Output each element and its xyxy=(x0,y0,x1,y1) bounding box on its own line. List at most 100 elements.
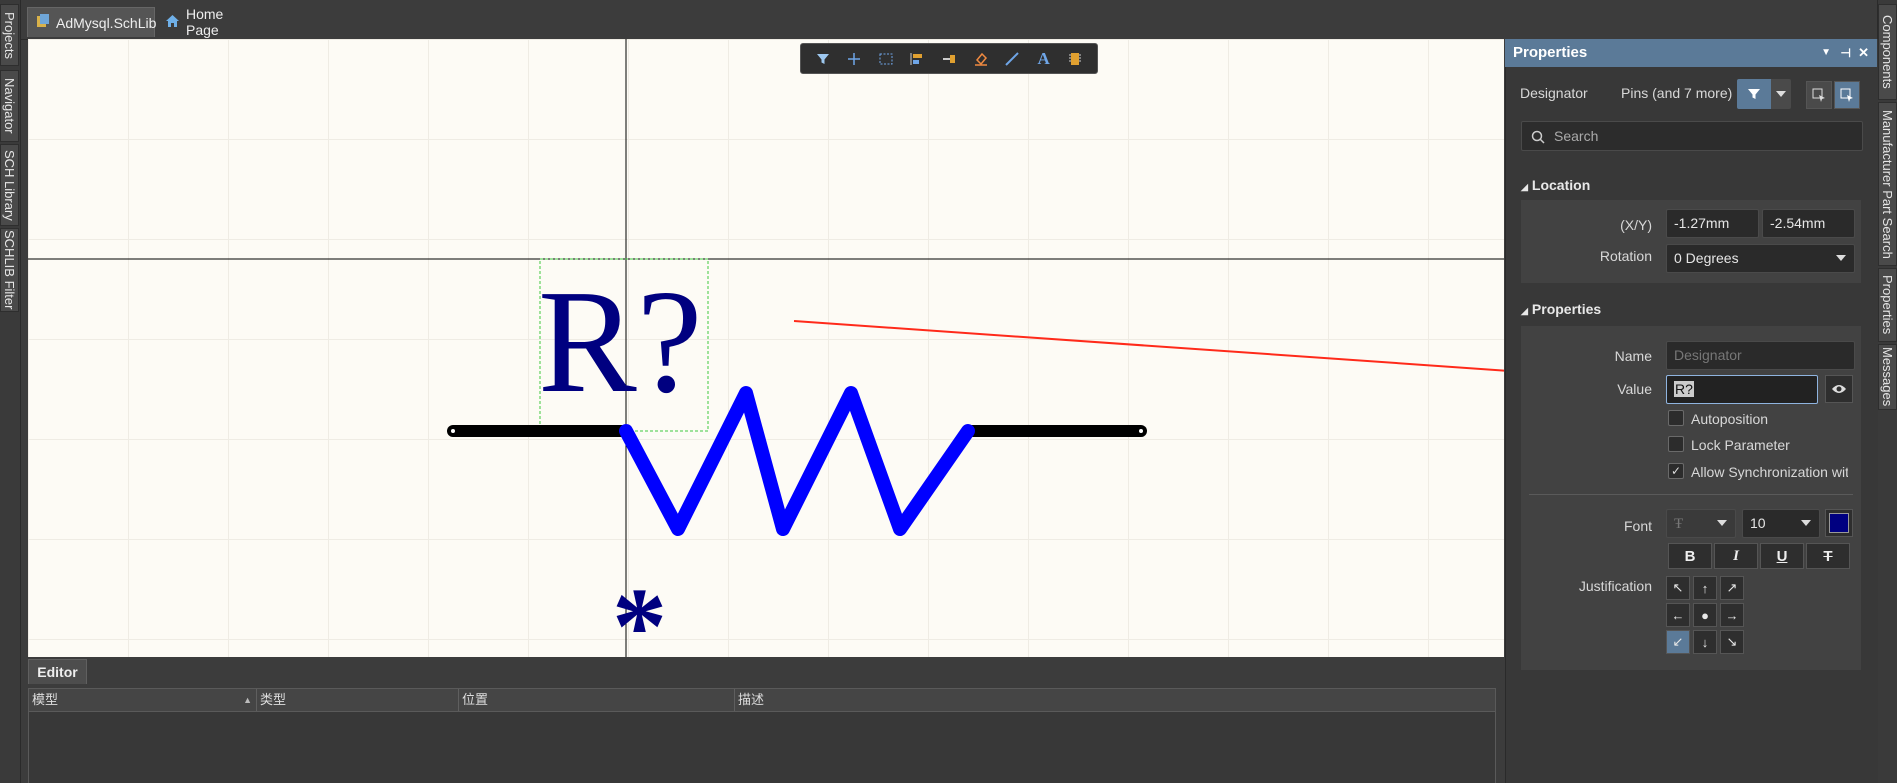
dock-tab-sch-library[interactable]: SCH Library xyxy=(0,144,19,226)
text-icon[interactable]: A xyxy=(1037,48,1050,68)
justify-bottom-center-icon[interactable]: ↓ xyxy=(1693,630,1717,654)
location-section-toggle[interactable]: ◢ Location xyxy=(1521,177,1590,193)
tab-label: Home Page xyxy=(186,6,224,38)
justify-top-right-icon[interactable]: ↗ xyxy=(1720,576,1744,600)
dock-tab-label: Components xyxy=(1880,15,1895,89)
active-bar-toolbar: A xyxy=(800,43,1098,74)
column-header-model[interactable]: 模型 ▲ xyxy=(29,689,257,711)
dock-tab-messages[interactable]: Messages xyxy=(1878,344,1897,410)
crosshair-icon[interactable] xyxy=(841,47,867,71)
italic-button[interactable]: I xyxy=(1714,543,1758,569)
bold-label: B xyxy=(1684,547,1696,565)
dock-tab-components[interactable]: Components xyxy=(1878,4,1897,100)
resistor-body xyxy=(619,386,975,536)
select-rect-icon[interactable] xyxy=(873,47,899,71)
justify-center-left-icon[interactable]: ← xyxy=(1666,603,1690,627)
dock-tab-label: Projects xyxy=(2,11,17,59)
justify-top-left-icon[interactable]: ↖ xyxy=(1666,576,1690,600)
editor-tab[interactable]: Editor xyxy=(28,659,87,684)
justify-top-center-icon[interactable]: ↑ xyxy=(1693,576,1717,600)
justify-bottom-right-icon[interactable]: ↘ xyxy=(1720,630,1744,654)
editor-table-body[interactable] xyxy=(28,712,1496,783)
dock-tab-navigator[interactable]: Navigator xyxy=(0,70,19,142)
color-swatch-fill xyxy=(1829,513,1849,533)
font-color-swatch[interactable] xyxy=(1825,509,1853,537)
lock-parameter-checkbox[interactable] xyxy=(1668,436,1684,452)
justify-bottom-left-icon[interactable]: ↙ xyxy=(1666,630,1690,654)
font-type-icon: Ŧ xyxy=(1674,516,1684,532)
eraser-icon[interactable] xyxy=(968,47,994,71)
tab-admysql-schlib[interactable]: AdMysql.SchLib xyxy=(27,7,157,37)
pin-right-hotspot xyxy=(1139,429,1143,433)
panel-title-text: Properties xyxy=(1513,44,1588,61)
editor-table-header: 模型 ▲ 类型 位置 描述 xyxy=(28,688,1496,712)
lock-parameter-label: Lock Parameter xyxy=(1691,437,1790,453)
dock-tab-projects[interactable]: Projects xyxy=(0,4,19,66)
underline-label: U xyxy=(1776,547,1788,565)
justify-center-icon[interactable]: ● xyxy=(1693,603,1717,627)
column-header-description[interactable]: 描述 xyxy=(735,689,1495,711)
dock-tab-schlib-filter[interactable]: SCHLIB Filter xyxy=(0,228,19,312)
designator-text[interactable]: R? xyxy=(538,260,703,424)
chevron-down-icon xyxy=(1801,520,1811,526)
visibility-eye-icon[interactable] xyxy=(1825,375,1853,403)
rotation-dropdown[interactable]: 0 Degrees xyxy=(1666,244,1855,273)
filter-dropdown-button[interactable] xyxy=(1737,79,1791,109)
line-icon[interactable] xyxy=(999,47,1025,71)
sort-asc-icon: ▲ xyxy=(243,695,252,705)
font-label: Font xyxy=(1623,518,1652,534)
schematic-canvas[interactable]: R? * xyxy=(28,39,1504,657)
underline-button[interactable]: U xyxy=(1760,543,1804,569)
select-objects-icon[interactable] xyxy=(1806,81,1832,109)
italic-label: I xyxy=(1733,547,1739,564)
filter-value[interactable]: Pins (and 7 more) xyxy=(1621,85,1733,101)
close-icon[interactable]: ✕ xyxy=(1858,45,1869,60)
right-dock: Components Manufacturer Part Search Prop… xyxy=(1877,0,1897,783)
tab-label: AdMysql.SchLib xyxy=(56,14,157,31)
tab-home-page[interactable]: Home Page xyxy=(157,6,267,38)
y-coordinate-field[interactable]: -2.54mm xyxy=(1762,209,1855,238)
font-family-dropdown[interactable]: Ŧ xyxy=(1666,509,1736,538)
justify-center-right-icon[interactable]: → xyxy=(1720,603,1744,627)
left-dock: Projects Navigator SCH Library SCHLIB Fi… xyxy=(0,0,21,783)
align-icon[interactable] xyxy=(904,47,930,71)
search-placeholder: Search xyxy=(1554,128,1599,144)
part-icon[interactable] xyxy=(1062,47,1088,71)
asterisk-mark: * xyxy=(612,565,667,657)
pin-panel-icon[interactable]: ⊣ xyxy=(1840,46,1851,60)
collapse-icon: ◢ xyxy=(1521,182,1528,192)
annotation-arrow-line xyxy=(793,320,1504,372)
column-label: 类型 xyxy=(260,692,287,707)
autoposition-checkbox[interactable] xyxy=(1668,410,1684,426)
font-size-dropdown[interactable]: 10 xyxy=(1742,509,1820,538)
selection-filter-icon[interactable] xyxy=(1834,81,1860,109)
panel-menu-icon[interactable]: ▼ xyxy=(1821,47,1831,58)
bold-button[interactable]: B xyxy=(1668,543,1712,569)
name-field[interactable]: Designator xyxy=(1666,341,1855,370)
search-input[interactable]: Search xyxy=(1521,121,1863,151)
value-text: R? xyxy=(1674,381,1694,397)
strikethrough-button[interactable]: T xyxy=(1806,543,1850,569)
filter-icon xyxy=(1737,79,1771,109)
dock-tab-properties[interactable]: Properties xyxy=(1878,268,1897,342)
font-size-value: 10 xyxy=(1750,515,1766,531)
document-tab-bar: AdMysql.SchLib Home Page xyxy=(21,0,1504,40)
section-title-text: Properties xyxy=(1531,301,1602,317)
dock-tab-manufacturer-part-search[interactable]: Manufacturer Part Search xyxy=(1878,102,1897,266)
divider xyxy=(1529,494,1853,495)
value-field[interactable]: R? xyxy=(1666,375,1818,404)
filter-icon[interactable] xyxy=(810,47,836,71)
chevron-down-icon xyxy=(1717,520,1727,526)
properties-section-toggle[interactable]: ◢ Properties xyxy=(1521,301,1601,317)
properties-panel-title: Properties ▼ ⊣ ✕ xyxy=(1505,39,1877,67)
column-header-location[interactable]: 位置 xyxy=(459,689,735,711)
xy-label: (X/Y) xyxy=(1620,217,1652,233)
place-pin-icon[interactable] xyxy=(936,47,962,71)
x-coordinate-field[interactable]: -1.27mm xyxy=(1666,209,1759,238)
chevron-down-icon xyxy=(1771,79,1791,109)
dock-tab-label: Messages xyxy=(1880,347,1895,407)
allow-sync-checkbox[interactable]: ✓ xyxy=(1668,463,1684,479)
column-header-type[interactable]: 类型 xyxy=(257,689,459,711)
dock-tab-label: SCHLIB Filter xyxy=(2,230,17,310)
filter-label: Designator xyxy=(1520,85,1588,101)
